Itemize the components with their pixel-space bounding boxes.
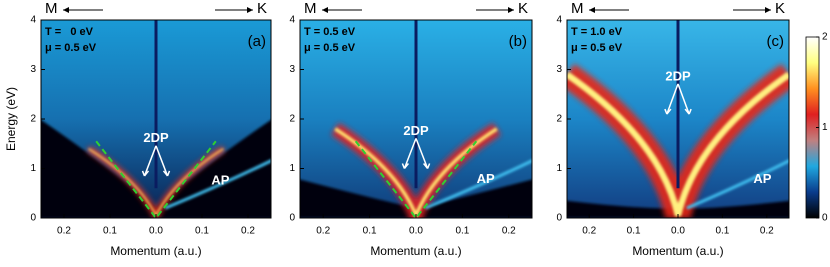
arrow-head — [423, 163, 431, 169]
direction-right: K — [775, 0, 785, 17]
potential-label: μ = 0.5 eV — [45, 42, 97, 54]
annotation-ap: AP — [753, 171, 771, 186]
y-tick-label: 3 — [556, 64, 562, 75]
x-tick-label: 0.0 — [149, 226, 163, 237]
temperature-label: T = 1.0 eV — [571, 26, 623, 38]
y-tick-label: 3 — [289, 64, 295, 75]
direction-arrow-head — [765, 7, 771, 13]
x-tick-label: 0.1 — [363, 226, 377, 237]
x-tick-label: 0.1 — [103, 226, 117, 237]
colorbar-tick-label: 1 — [822, 122, 828, 133]
y-tick-label: 0 — [556, 213, 562, 224]
heatmap-dark-region — [300, 179, 532, 218]
arrow — [677, 83, 690, 115]
colorbar-tick-label: 0 — [822, 213, 828, 224]
y-tick-label: 2 — [289, 114, 295, 125]
x-axis-label: Momentum (a.u.) — [632, 244, 723, 258]
direction-arrow-head — [589, 7, 595, 13]
y-tick-label: 1 — [289, 163, 295, 174]
direction-arrow-head — [322, 7, 328, 13]
y-tick-label: 0 — [30, 213, 36, 224]
direction-left: M — [304, 0, 317, 17]
arrow — [403, 138, 417, 169]
arrow — [155, 145, 169, 177]
direction-arrow-head — [247, 7, 253, 13]
colorbar-tick-label: 2 — [822, 32, 828, 43]
heatmap-dark-region — [41, 119, 271, 218]
arrow — [143, 145, 157, 177]
annotation-2dp: 2DP — [143, 130, 169, 145]
x-tick-label: 0.2 — [582, 226, 596, 237]
potential-label: μ = 0.5 eV — [571, 42, 623, 54]
panel-label: (a) — [248, 33, 266, 50]
x-tick-label: 0.2 — [760, 226, 774, 237]
x-tick-label: 0.2 — [316, 226, 330, 237]
annotation-2dp: 2DP — [403, 123, 429, 138]
heatmap-ap-branch — [686, 159, 789, 210]
annotation-ap: AP — [477, 171, 495, 186]
heatmap — [300, 20, 532, 218]
arrow-head — [684, 108, 692, 115]
arrow-head — [141, 170, 150, 177]
x-tick-label: 0.2 — [57, 226, 71, 237]
heatmap-ap-branch — [164, 159, 271, 210]
direction-right: K — [518, 0, 528, 17]
x-axis-label: Momentum (a.u.) — [110, 244, 201, 258]
y-tick-label: 1 — [30, 163, 36, 174]
x-tick-label: 0.1 — [455, 226, 469, 237]
direction-right: K — [257, 0, 267, 17]
x-tick-label: 0.1 — [195, 226, 209, 237]
direction-arrow-head — [63, 7, 69, 13]
arrow — [415, 138, 429, 169]
dirac-cone-guide — [95, 140, 217, 218]
arrow-head — [664, 108, 672, 115]
y-tick-label: 4 — [30, 15, 36, 26]
y-axis-label: Energy (eV) — [4, 87, 18, 151]
y-tick-label: 2 — [30, 114, 36, 125]
x-tick-label: 0.2 — [502, 226, 516, 237]
y-tick-label: 1 — [556, 163, 562, 174]
direction-arrow-head — [508, 7, 514, 13]
y-tick-label: 4 — [556, 15, 562, 26]
y-tick-label: 0 — [289, 213, 295, 224]
direction-left: M — [571, 0, 584, 17]
x-tick-label: 0.1 — [715, 226, 729, 237]
annotation-ap: AP — [211, 172, 229, 187]
x-tick-label: 0.2 — [241, 226, 255, 237]
x-tick-label: 0.0 — [671, 226, 685, 237]
y-tick-label: 3 — [30, 64, 36, 75]
arrow-head — [401, 163, 409, 169]
temperature-label: T = 0.5 eV — [304, 26, 356, 38]
direction-left: M — [45, 0, 58, 17]
x-axis-label: Momentum (a.u.) — [370, 244, 461, 258]
arrow-head — [162, 170, 171, 177]
heatmap-ap-branch — [424, 159, 532, 210]
potential-label: μ = 0.5 eV — [304, 42, 356, 54]
y-tick-label: 4 — [289, 15, 295, 26]
panel-label: (c) — [767, 33, 785, 50]
annotation-2dp: 2DP — [665, 68, 691, 83]
arrow — [666, 83, 679, 115]
dirac-cone-guide — [354, 140, 478, 218]
y-tick-label: 2 — [556, 114, 562, 125]
x-tick-label: 0.0 — [409, 226, 423, 237]
x-tick-label: 0.1 — [627, 226, 641, 237]
temperature-label: T = 0 eV — [45, 26, 94, 38]
panel-label: (b) — [509, 33, 527, 50]
